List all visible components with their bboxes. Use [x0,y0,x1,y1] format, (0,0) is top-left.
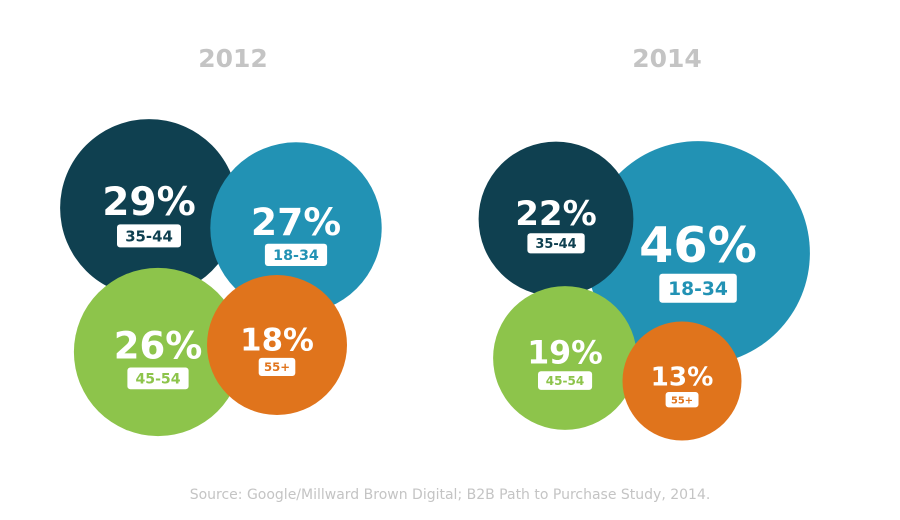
bubble-55-plus: 13%55+ [622,321,742,441]
age-badge-label: 45-54 [546,374,584,388]
bubble-circle [478,141,634,297]
bubble-value-label: 18% [240,323,314,359]
age-badge-label: 45-54 [135,372,180,388]
bubble-value-label: 26% [114,325,203,368]
age-badge [665,392,699,408]
age-badge-label: 55+ [671,395,693,406]
age-badge-label: 18-34 [273,248,319,264]
age-badge [258,357,296,376]
bubble-circle [207,275,347,415]
bubble-value-label: 19% [527,336,603,372]
panel-title: 2012 [198,44,268,73]
bubble-circle [60,119,238,297]
age-badge [127,367,189,390]
bubble-circle [493,286,637,430]
bubble-circle [210,142,382,314]
bubble-45-54: 19% 45-54 [493,286,637,430]
age-badge [264,243,328,266]
bubble-35-44: 22% 35-44 [478,141,634,297]
age-badge [117,224,181,248]
bubble-value-label: 22% [515,194,597,234]
bubble-value-label: 29% [102,180,196,225]
age-badge [538,371,593,390]
bubble-value-label: 13% [651,363,714,393]
age-badge-label: 18-34 [668,279,728,300]
bubble-value-label: 46% [639,216,757,274]
age-badge [527,233,585,254]
panel-title: 2014 [632,44,702,73]
bubble-circle [622,321,742,441]
age-badge-label: 35-44 [535,237,576,252]
bubble-18-34: 46% 18-34 [586,141,810,365]
bubble-35-44: 29% 35-44 [60,119,238,297]
source-note: Source: Google/Millward Brown Digital; B… [189,487,711,503]
bubble-55-plus: 18%55+ [207,275,347,415]
bubble-circle [73,267,243,437]
age-badge-label: 35-44 [125,227,173,245]
bubble-18-34: 27% 18-34 [210,142,382,314]
bubble-value-label: 27% [251,200,341,244]
bubble-circle [586,141,810,365]
panel-2012: 2012 29% 35-44 27% 18-34 26% 45-54 18%55+ [60,44,382,437]
age-badge [659,273,737,303]
bubble-45-54: 26% 45-54 [73,267,243,437]
age-badge-label: 55+ [264,360,290,374]
